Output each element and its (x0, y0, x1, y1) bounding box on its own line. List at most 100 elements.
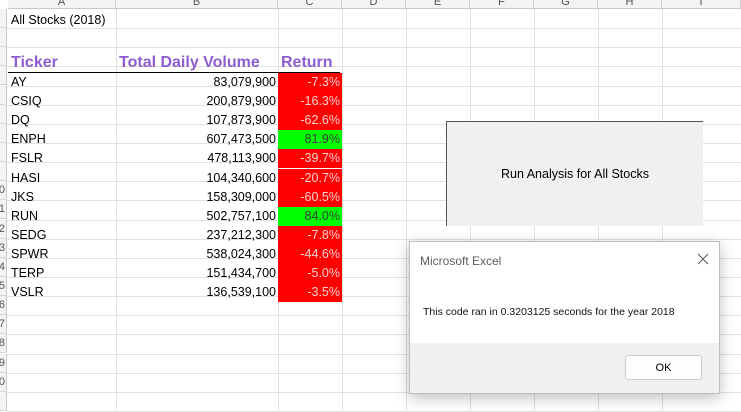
volume-cell[interactable]: 136,539,100 (206, 285, 276, 300)
return-cell[interactable]: -7.3% (278, 73, 342, 92)
excel-dialog: Microsoft Excel This code ran in 0.32031… (409, 241, 720, 394)
row-header[interactable] (0, 28, 7, 48)
column-header[interactable]: A (8, 0, 116, 9)
column-header[interactable]: I (662, 0, 741, 9)
row-header[interactable]: 6 (0, 296, 7, 316)
row-header[interactable]: 0 (0, 181, 7, 201)
row-header[interactable] (0, 162, 7, 182)
return-header[interactable]: Return (281, 54, 333, 71)
return-cell[interactable]: -16.3% (278, 92, 342, 112)
grid-row-line (7, 277, 741, 278)
return-cell[interactable]: 81.9% (278, 130, 342, 150)
ticker-cell[interactable]: FSLR (11, 151, 43, 166)
column-header[interactable]: G (534, 0, 598, 9)
return-cell[interactable]: -7.8% (278, 225, 342, 245)
return-cell[interactable]: 84.0% (278, 206, 342, 226)
ticker-cell[interactable]: RUN (11, 208, 39, 223)
grid-row-line (7, 296, 741, 297)
grid-row-line (7, 105, 741, 106)
row-header[interactable]: 0 (0, 372, 7, 392)
grid-row-line (7, 315, 741, 316)
ticker-cell[interactable]: DQ (11, 113, 30, 128)
grid-row-line (7, 28, 741, 29)
column-header[interactable]: B (116, 0, 278, 9)
column-header[interactable]: C (278, 0, 342, 9)
volume-cell[interactable]: 107,873,900 (206, 113, 276, 128)
return-cell[interactable]: -39.7% (278, 149, 342, 169)
row-header[interactable]: 7 (0, 315, 7, 335)
grid-row-line (7, 354, 741, 355)
column-header[interactable]: H (598, 0, 662, 9)
grid-row-line (7, 143, 741, 144)
volume-cell[interactable]: 104,340,600 (206, 170, 276, 185)
row-header[interactable] (0, 391, 7, 411)
grid-row-line (7, 124, 741, 125)
ticker-cell[interactable]: JKS (11, 189, 34, 204)
close-icon[interactable] (695, 251, 711, 267)
grid-row-line (7, 162, 741, 163)
ok-button[interactable]: OK (625, 355, 702, 380)
return-cell[interactable]: -44.6% (278, 244, 342, 264)
column-header[interactable]: E (406, 0, 470, 9)
ticker-cell[interactable]: ENPH (11, 132, 46, 147)
dialog-footer: OK (410, 343, 719, 393)
return-cell[interactable]: -60.5% (278, 187, 342, 207)
return-cell[interactable]: -20.7% (278, 168, 342, 188)
ticker-cell[interactable]: HASI (11, 170, 41, 185)
volume-cell[interactable]: 151,434,700 (206, 266, 276, 280)
ticker-cell[interactable]: CSIQ (11, 94, 42, 109)
return-cell[interactable]: -5.0% (278, 264, 342, 283)
title-cell[interactable]: All Stocks (2018) (11, 13, 106, 27)
row-header[interactable]: 5 (0, 276, 7, 296)
ticker-cell[interactable]: TERP (11, 266, 45, 280)
volume-header[interactable]: Total Daily Volume (119, 54, 260, 71)
header-underline (8, 72, 340, 73)
grid-row-line (7, 200, 741, 201)
volume-cell[interactable]: 237,212,300 (206, 227, 276, 242)
row-header[interactable]: 3 (0, 238, 7, 258)
row-header[interactable] (0, 142, 7, 162)
row-header[interactable] (0, 85, 7, 105)
grid-row-line (7, 258, 741, 259)
grid-column-line (116, 9, 117, 410)
ticker-cell[interactable]: SEDG (11, 227, 47, 242)
row-header[interactable]: 8 (0, 334, 7, 354)
column-header[interactable]: F (470, 0, 534, 9)
grid-column-line (406, 9, 407, 410)
row-header[interactable]: 1 (0, 200, 7, 220)
row-header[interactable] (0, 104, 7, 124)
volume-cell[interactable]: 538,024,300 (206, 246, 276, 261)
volume-cell[interactable]: 83,079,900 (213, 75, 276, 89)
row-header[interactable]: 4 (0, 257, 7, 277)
return-cell[interactable]: -62.6% (278, 111, 342, 131)
run-analysis-button[interactable]: Run Analysis for All Stocks (446, 121, 703, 226)
volume-cell[interactable]: 607,473,500 (206, 132, 276, 147)
volume-cell[interactable]: 478,113,900 (207, 151, 276, 166)
grid-row-line (7, 334, 741, 335)
volume-cell[interactable]: 200,879,900 (206, 94, 276, 109)
grid-row-line (7, 86, 741, 87)
ticker-header[interactable]: Ticker (11, 54, 58, 71)
grid-row-line (7, 66, 741, 67)
row-header[interactable]: 2 (0, 219, 7, 239)
ticker-cell[interactable]: VSLR (11, 285, 44, 300)
ticker-cell[interactable]: SPWR (11, 246, 49, 261)
row-header[interactable]: 9 (0, 353, 7, 373)
grid-row-line (7, 239, 741, 240)
ticker-cell[interactable]: AY (11, 75, 27, 89)
grid-row-line (7, 373, 741, 374)
dialog-title: Microsoft Excel (420, 254, 502, 268)
column-header[interactable]: D (342, 0, 406, 9)
return-cell[interactable]: -3.5% (278, 283, 342, 303)
row-header[interactable] (0, 47, 7, 67)
grid-row-line (7, 220, 741, 221)
grid-row-line (7, 181, 741, 182)
volume-cell[interactable]: 158,309,000 (206, 189, 276, 204)
volume-cell[interactable]: 502,757,100 (206, 208, 276, 223)
grid-row-line (7, 47, 741, 48)
row-header[interactable] (0, 66, 7, 86)
grid-column-line (342, 9, 343, 410)
row-header[interactable] (0, 9, 7, 28)
row-header[interactable] (0, 123, 7, 143)
